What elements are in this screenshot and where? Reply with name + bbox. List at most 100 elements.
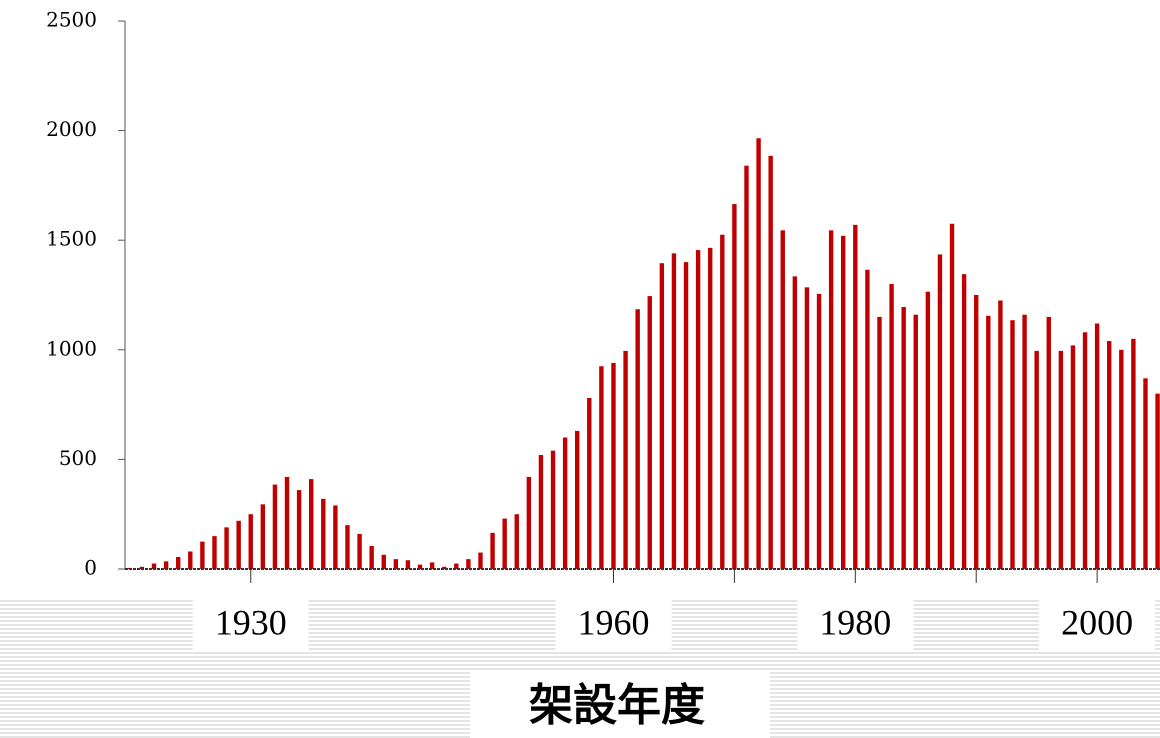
- y-tick-label: 500: [59, 446, 97, 470]
- bar: [816, 293, 822, 569]
- bar: [200, 541, 205, 569]
- bar: [671, 253, 677, 570]
- bar: [877, 316, 882, 569]
- bar: [357, 533, 362, 569]
- bar: [732, 204, 737, 570]
- bar: [562, 437, 568, 569]
- bar: [405, 560, 411, 569]
- bar: [913, 314, 918, 569]
- bar: [163, 561, 169, 569]
- bar: [296, 490, 302, 569]
- bar: [345, 525, 350, 569]
- bar: [635, 309, 640, 569]
- bar: [853, 224, 858, 569]
- y-tick-label: 1500: [46, 227, 97, 251]
- bar: [1058, 350, 1064, 569]
- bar: [321, 498, 326, 569]
- bar: [1119, 349, 1124, 569]
- bar: [1131, 338, 1136, 569]
- tick-label-box: [797, 600, 914, 652]
- bar: [768, 155, 773, 570]
- bar: [949, 223, 955, 569]
- bar: [865, 269, 870, 569]
- bar: [1010, 320, 1015, 569]
- bar: [526, 476, 532, 569]
- bar: [417, 564, 423, 569]
- bar: [1034, 350, 1039, 569]
- bar: [804, 287, 810, 569]
- y-tick-label: 2000: [46, 117, 97, 141]
- bar: [1094, 323, 1100, 569]
- bar: [466, 559, 471, 569]
- bar: [611, 362, 616, 569]
- bar: [587, 398, 592, 569]
- bar: [188, 551, 193, 569]
- bar: [490, 532, 495, 569]
- bar: [139, 566, 145, 569]
- bar: [647, 296, 652, 569]
- bar: [442, 566, 447, 569]
- label-box: [470, 672, 770, 738]
- bar: [1082, 332, 1088, 569]
- bar: [841, 235, 846, 570]
- bar: [260, 504, 266, 569]
- bar: [659, 263, 665, 569]
- bar: [478, 552, 483, 569]
- bar: [236, 520, 241, 569]
- bar: [502, 518, 507, 569]
- bar: [792, 276, 798, 569]
- bar: [381, 554, 386, 569]
- bar: [744, 165, 749, 569]
- bar: [998, 300, 1003, 569]
- bar: [1022, 314, 1027, 569]
- bar: [683, 262, 689, 569]
- bar: [1070, 345, 1076, 569]
- x-tick-label: 1980: [819, 602, 891, 642]
- bar: [708, 247, 713, 569]
- bar: [369, 545, 374, 569]
- bar: [599, 366, 604, 569]
- bar: [974, 295, 979, 569]
- x-tick-label: 2000: [1061, 602, 1133, 642]
- bar: [151, 563, 157, 569]
- bar: [1046, 316, 1051, 569]
- bar: [538, 455, 544, 569]
- bar: [720, 234, 725, 569]
- y-tick-label: 1000: [46, 336, 97, 360]
- bar: [925, 291, 931, 569]
- bar: [756, 138, 761, 569]
- bar: [828, 230, 834, 569]
- bar: [889, 284, 894, 569]
- bar: [248, 514, 253, 569]
- bar: [575, 430, 580, 569]
- bar: [393, 559, 399, 569]
- x-tick-label: 1960: [577, 602, 649, 642]
- bar: [1107, 341, 1112, 569]
- y-tick-label: 2500: [46, 8, 97, 32]
- bar: [986, 315, 991, 569]
- bar: [284, 476, 290, 569]
- x-axis-label: 架設年度: [529, 680, 705, 731]
- y-tick-label: 0: [84, 556, 97, 580]
- bar: [212, 536, 217, 569]
- bar: [901, 307, 906, 569]
- bar: [780, 230, 785, 569]
- bar: [1155, 393, 1160, 569]
- bar: [176, 556, 181, 569]
- bar: [514, 514, 519, 569]
- bar: [429, 562, 435, 569]
- bar: [961, 274, 967, 569]
- bar: [272, 484, 278, 569]
- x-tick-label: 1930: [215, 602, 287, 642]
- tick-label-box: [1039, 600, 1156, 652]
- bar: [454, 563, 459, 569]
- bar: [623, 350, 628, 569]
- bar: [937, 254, 943, 569]
- bar: [309, 479, 314, 569]
- bar: [333, 505, 338, 569]
- bar: [550, 450, 556, 569]
- bar: [224, 527, 229, 569]
- tick-label-box: [555, 600, 672, 652]
- tick-label-box: [192, 600, 309, 652]
